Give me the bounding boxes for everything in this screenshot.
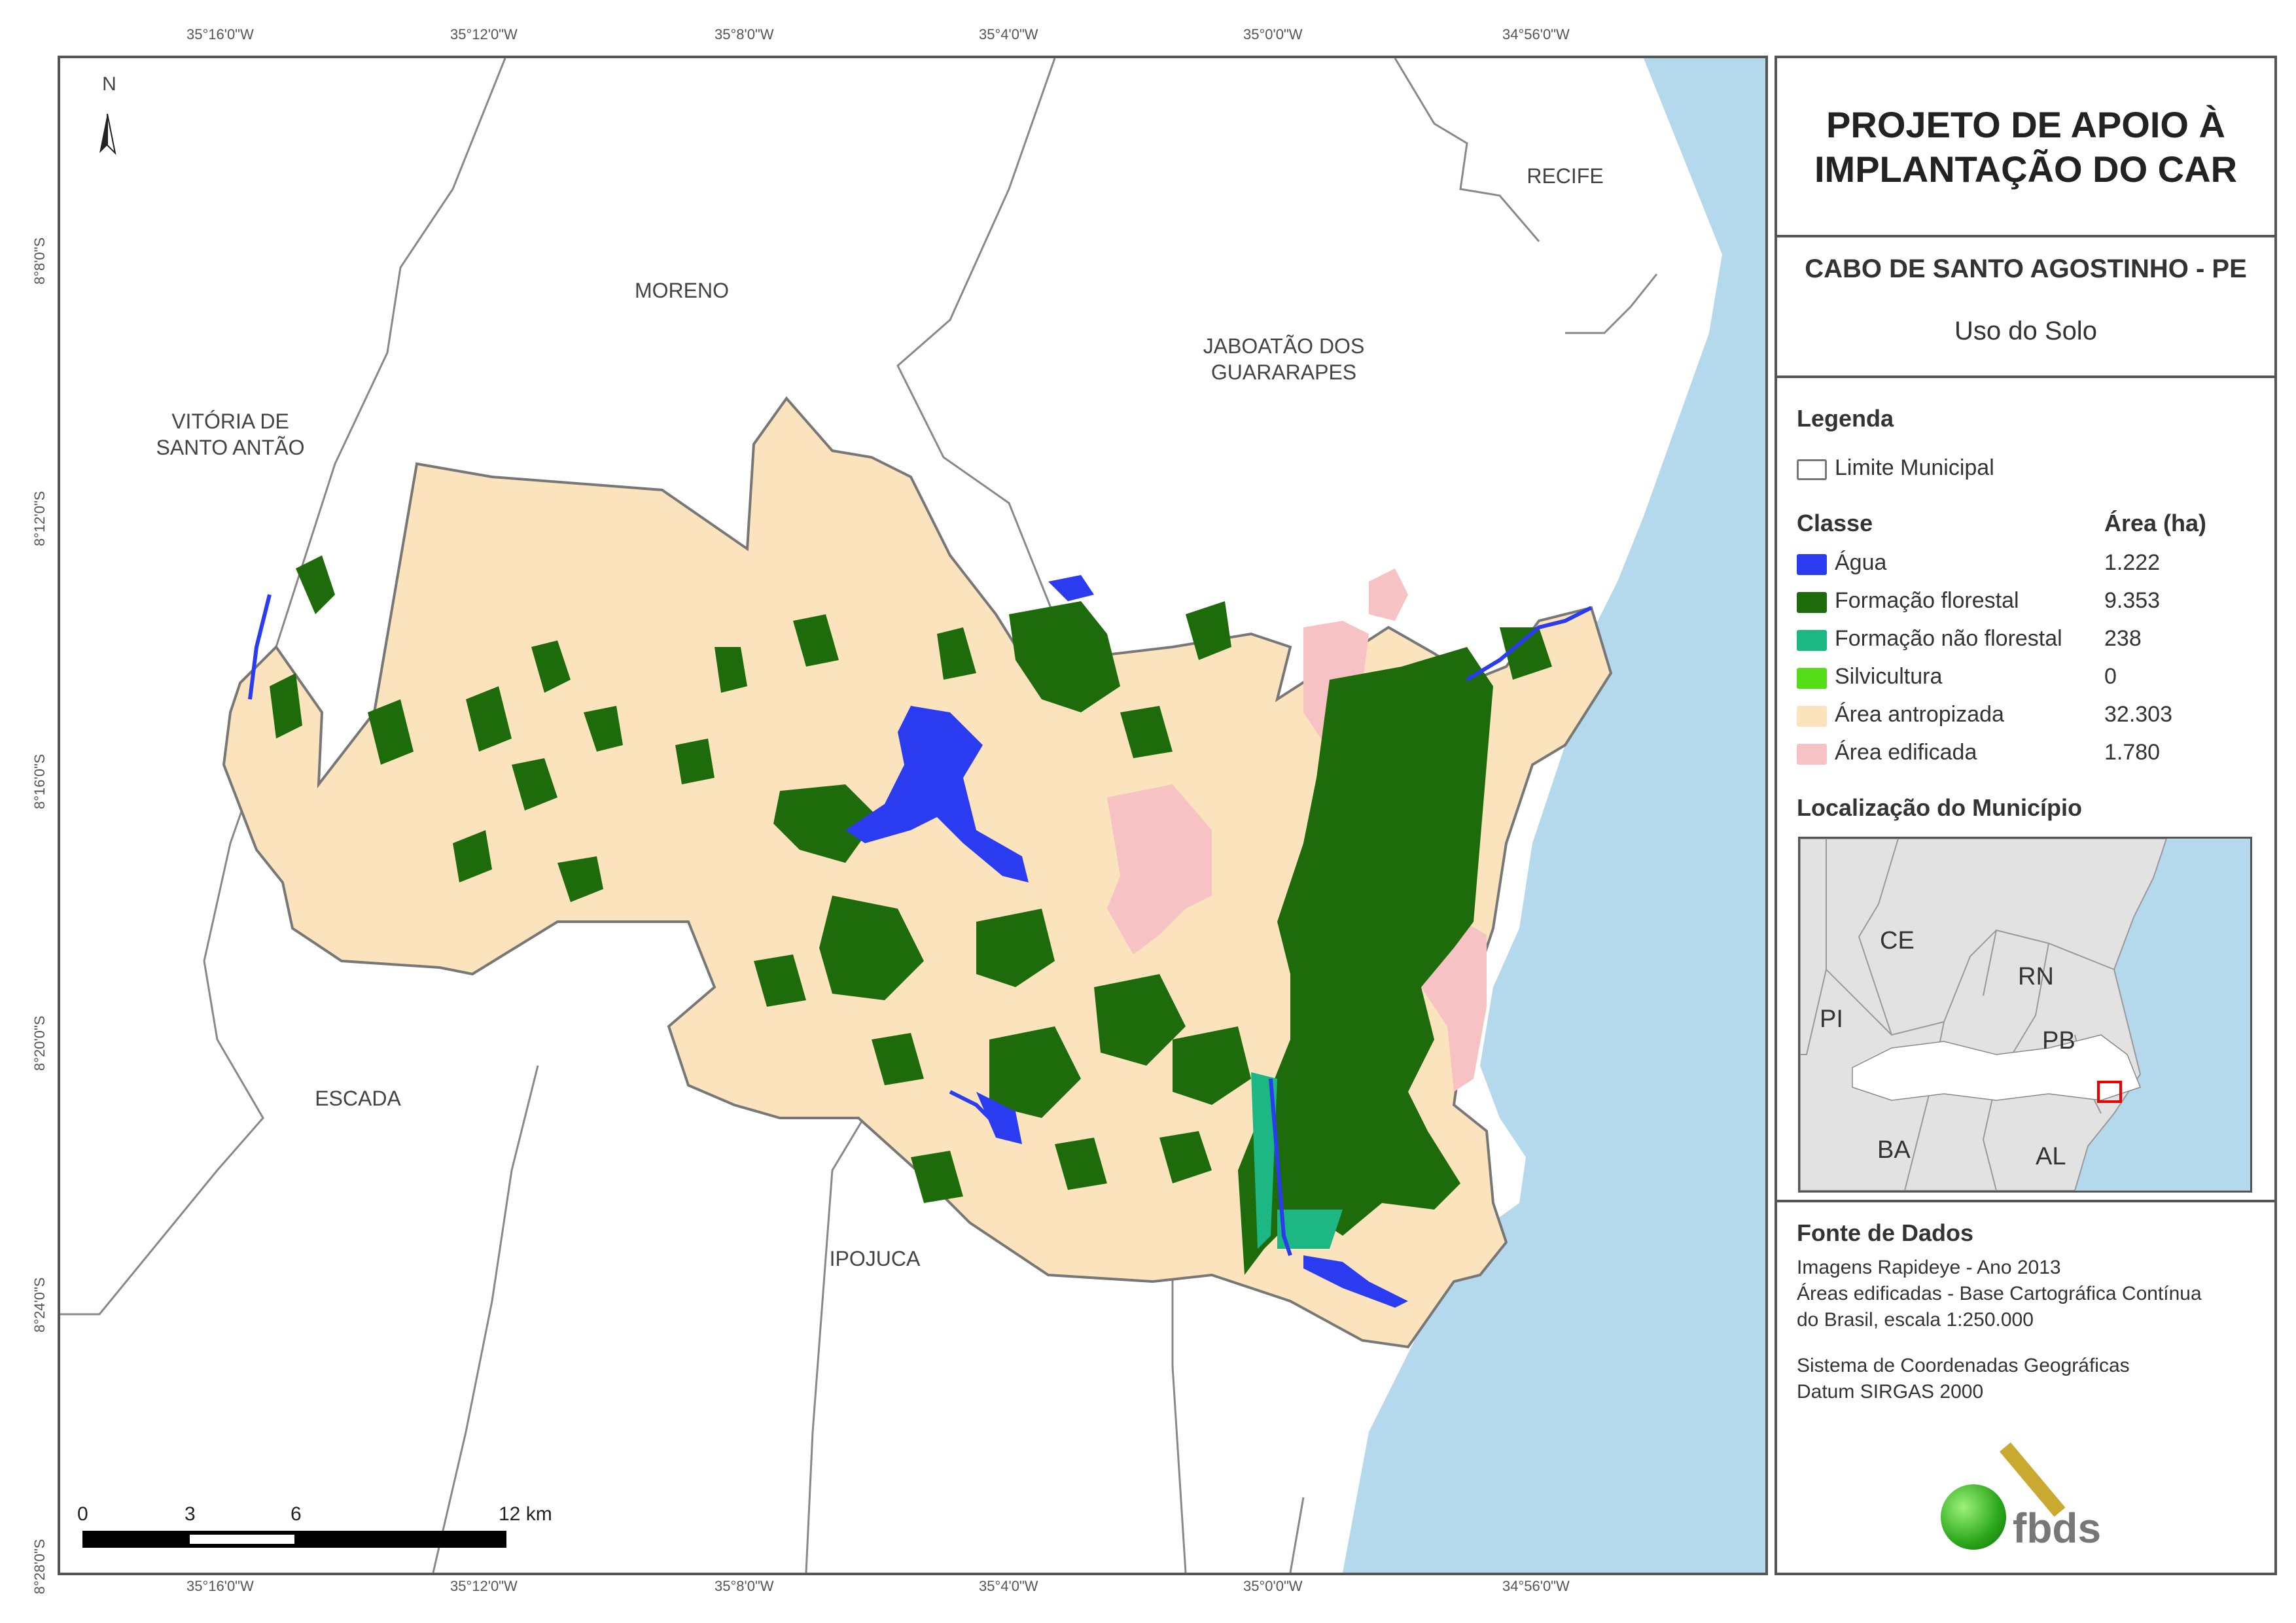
scale-tick: 0	[77, 1503, 88, 1525]
non-forest-swatch	[1797, 630, 1827, 651]
legend-row-non-forest: Formação não florestal 238	[1797, 625, 2255, 657]
place-label-escada: ESCADA	[315, 1087, 401, 1110]
lon-label-bottom: 35°16'0"W	[186, 1578, 254, 1594]
divider	[1777, 235, 2274, 237]
location-inset-map[interactable]: CE RN PI PB BA AL	[1798, 837, 2252, 1193]
limit-label: Limite Municipal	[1835, 455, 1994, 480]
lat-label: 8°16'0"S	[31, 754, 48, 809]
place-label-ipojuca: IPOJUCA	[829, 1247, 921, 1270]
place-label-recife: RECIFE	[1527, 164, 1604, 188]
coord-system-line: Sistema de Coordenadas Geográficas	[1797, 1355, 2130, 1376]
inset-label-rn: RN	[2018, 963, 2054, 990]
inset-label-ce: CE	[1880, 927, 1915, 954]
limit-swatch	[1797, 459, 1827, 480]
lon-label-bottom: 34°56'0"W	[1502, 1578, 1570, 1594]
place-label-vitoria-line1: VITÓRIA DE	[171, 410, 289, 433]
location-title: Localização do Município	[1797, 794, 2083, 821]
class-label: Água	[1835, 550, 1887, 575]
inset-label-pi: PI	[1820, 1005, 1843, 1033]
legend-row-silvicultura: Silvicultura 0	[1797, 663, 2255, 695]
north-arrow	[99, 113, 116, 156]
north-label: N	[102, 73, 116, 95]
project-title: PROJETO DE APOIO À IMPLANTAÇÃO DO CAR	[1777, 103, 2274, 192]
source-line: do Brasil, escala 1:250.000	[1797, 1309, 2034, 1331]
location-marker	[2097, 1081, 2122, 1103]
land-use-map[interactable]	[60, 58, 1765, 1573]
source-title: Fonte de Dados	[1797, 1219, 1974, 1246]
forest-areas	[270, 555, 1552, 1275]
agua-swatch	[1797, 554, 1827, 575]
antropizada-swatch	[1797, 706, 1827, 727]
lat-label: 8°20'0"S	[31, 1015, 48, 1071]
map-frame[interactable]: N RECIFE MORENO JABOATÃO DOS GUARARAPES …	[58, 56, 1768, 1575]
lat-label: 8°28'0"S	[31, 1539, 48, 1594]
water-bodies	[845, 575, 1408, 1308]
legend-row-forest: Formação florestal 9.353	[1797, 587, 2255, 620]
place-label-moreno: MORENO	[635, 279, 729, 302]
class-label: Formação não florestal	[1835, 626, 2062, 651]
source-line: Imagens Rapideye - Ano 2013	[1797, 1257, 2061, 1278]
legend-row-agua: Água 1.222	[1797, 549, 2255, 582]
side-panel: PROJETO DE APOIO À IMPLANTAÇÃO DO CAR CA…	[1775, 56, 2277, 1575]
class-header: Classe	[1797, 510, 1873, 536]
class-label: Formação florestal	[1835, 588, 2019, 613]
inset-label-ba: BA	[1877, 1136, 1911, 1164]
lon-label-bottom: 35°4'0"W	[979, 1578, 1038, 1594]
lon-label-top: 35°12'0"W	[450, 26, 518, 43]
place-label-jaboatao-line2: GUARARAPES	[1210, 360, 1357, 384]
class-area: 0	[2104, 664, 2117, 689]
inset-map-svg	[1800, 839, 2168, 1191]
lon-label-top: 35°4'0"W	[979, 26, 1038, 43]
coord-system-line: Datum SIRGAS 2000	[1797, 1381, 1984, 1403]
lon-label-bottom: 35°0'0"W	[1243, 1578, 1303, 1594]
source-line: Áreas edificadas - Base Cartográfica Con…	[1797, 1283, 2202, 1304]
scale-tick: 6	[291, 1503, 302, 1525]
non-forest-areas	[1251, 1072, 1343, 1249]
lon-label-top: 35°0'0"W	[1243, 26, 1303, 43]
divider	[1777, 375, 2274, 378]
lon-label-top: 35°16'0"W	[186, 26, 254, 43]
lon-label-bottom: 35°12'0"W	[450, 1578, 518, 1594]
area-header: Área (ha)	[2104, 510, 2207, 536]
class-area: 9.353	[2104, 588, 2161, 613]
class-area: 32.303	[2104, 702, 2172, 727]
municipality-title: CABO DE SANTO AGOSTINHO - PE	[1805, 254, 2247, 283]
class-area: 1.222	[2104, 550, 2161, 575]
theme-title: Uso do Solo	[1954, 317, 2097, 345]
rivers	[248, 594, 1593, 1256]
class-label: Silvicultura	[1835, 664, 1943, 689]
legend-row-antropizada: Área antropizada 32.303	[1797, 701, 2255, 733]
lon-label-bottom: 35°8'0"W	[715, 1578, 774, 1594]
divider	[1777, 1200, 2274, 1202]
legend-row-limit: Limite Municipal	[1797, 454, 2255, 487]
edificada-swatch	[1797, 744, 1827, 765]
class-label: Área antropizada	[1835, 702, 2004, 727]
place-label-jaboatao-line1: JABOATÃO DOS	[1203, 334, 1365, 358]
lon-label-top: 35°8'0"W	[715, 26, 774, 43]
scale-tick: 3	[185, 1503, 196, 1525]
sea-area	[1343, 58, 1765, 1573]
silvicultura-swatch	[1797, 668, 1827, 689]
lat-label: 8°8'0"S	[31, 237, 48, 285]
forest-swatch	[1797, 592, 1827, 613]
inset-label-pb: PB	[2042, 1027, 2075, 1055]
lon-label-top: 34°56'0"W	[1502, 26, 1570, 43]
class-area: 238	[2104, 626, 2142, 651]
legend-title: Legenda	[1797, 405, 1894, 432]
project-title-line1: PROJETO DE APOIO À	[1826, 104, 2225, 145]
place-label-vitoria-line2: SANTO ANTÃO	[156, 436, 305, 459]
project-title-line2: IMPLANTAÇÃO DO CAR	[1814, 148, 2238, 190]
class-label: Área edificada	[1835, 740, 1977, 765]
scale-tick: 12 km	[499, 1503, 552, 1525]
lat-label: 8°12'0"S	[31, 491, 48, 546]
class-area: 1.780	[2104, 740, 2161, 765]
inset-label-al: AL	[2036, 1143, 2066, 1170]
logo-text: fbds	[2013, 1505, 2102, 1552]
lat-label: 8°24'0"S	[31, 1277, 48, 1333]
fbds-logo: fbds	[1941, 1442, 2150, 1552]
legend-row-edificada: Área edificada 1.780	[1797, 739, 2255, 771]
